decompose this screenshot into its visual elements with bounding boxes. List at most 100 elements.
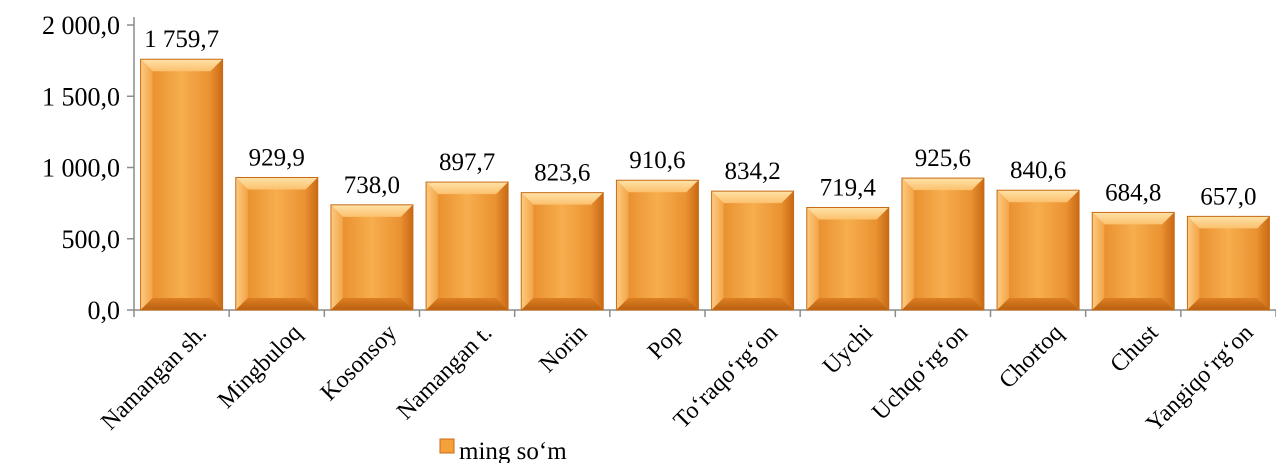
bar-bevel-top — [426, 182, 509, 195]
bar-bevel-bottom — [1092, 298, 1175, 310]
bar-face — [711, 191, 794, 310]
bar-bevel-bottom — [330, 298, 413, 310]
bar-bevel-bottom — [521, 298, 604, 310]
bar-bevel-top — [140, 59, 223, 72]
data-label: 929,9 — [249, 144, 305, 171]
data-label: 897,7 — [439, 149, 495, 176]
data-label: 738,0 — [344, 172, 400, 199]
legend: ming so‘m — [439, 438, 567, 463]
bar-face — [997, 190, 1080, 310]
bar-outline — [996, 189, 1080, 311]
bar-face — [521, 192, 604, 310]
x-tick-label: Chortoq — [994, 320, 1068, 394]
bar-face — [806, 207, 889, 310]
bar-bevel-right — [591, 192, 604, 310]
bar-outline — [1091, 211, 1175, 311]
bar — [1186, 215, 1270, 311]
bar-bevel-left — [997, 190, 1010, 310]
bar-outline — [235, 176, 319, 311]
bar-outline — [425, 181, 509, 311]
data-label: 840,6 — [1010, 157, 1066, 184]
bar-bevel-right — [400, 204, 413, 310]
bar-bevel-left — [1187, 216, 1200, 310]
bar — [1091, 211, 1175, 311]
data-label: 823,6 — [534, 160, 590, 187]
data-label: 910,6 — [629, 147, 685, 174]
bar-bevel-bottom — [997, 298, 1080, 310]
data-label: 719,4 — [820, 174, 877, 201]
bar-outline — [520, 192, 604, 311]
data-label: 657,0 — [1200, 183, 1256, 210]
bar-bevel-top — [235, 177, 318, 190]
data-label: 925,6 — [915, 145, 971, 172]
bar-face — [901, 178, 984, 310]
bar-bevel-right — [305, 177, 318, 310]
bar-bevel-right — [781, 191, 794, 310]
bar-bevel-bottom — [711, 298, 794, 310]
bar-bevel-top — [521, 192, 604, 205]
bar-outline — [615, 179, 699, 311]
bar-bevel-left — [901, 178, 914, 310]
bar-bevel-bottom — [235, 298, 318, 310]
bar-bevel-top — [1187, 216, 1270, 229]
y-tick-label: 0,0 — [88, 296, 121, 325]
legend-swatch — [439, 438, 455, 454]
bar-bevel-top — [997, 190, 1080, 203]
bar — [901, 177, 985, 311]
x-tick-label: Uychi — [818, 320, 878, 380]
data-labels: 1 759,7 929,9 738,0 897,7 823,6 910,6 834,2 719… — [144, 26, 1256, 210]
bar-bevel-left — [426, 182, 439, 310]
bar-bevel-right — [1067, 190, 1080, 310]
x-tick-label: Pop — [643, 320, 688, 365]
axes — [127, 17, 1276, 317]
bar-face — [616, 180, 699, 310]
bar-bevel-right — [496, 182, 509, 310]
bar-outline — [140, 58, 224, 311]
bar — [806, 206, 890, 311]
x-tick-label: Namangan sh. — [96, 320, 211, 435]
bar-outline — [806, 206, 890, 311]
bar-outline — [711, 190, 795, 311]
bars — [140, 58, 1270, 311]
bar-bevel-right — [686, 180, 699, 310]
data-label: 1 759,7 — [144, 26, 219, 53]
data-label: 834,2 — [724, 158, 780, 185]
bar-face — [426, 182, 509, 310]
x-tick-label: Uchqo‘rg‘on — [867, 320, 973, 426]
bar-bevel-left — [235, 177, 248, 310]
bar-outline — [330, 204, 414, 311]
bar — [711, 190, 795, 311]
bar-bevel-top — [806, 207, 889, 220]
bar-outline — [901, 177, 985, 311]
y-tick-label: 1 000,0 — [42, 154, 120, 183]
bar-bevel-top — [901, 178, 984, 191]
bar-bevel-left — [711, 191, 724, 310]
bar-bevel-top — [711, 191, 794, 204]
bar-face — [140, 59, 223, 310]
bar-bevel-right — [1257, 216, 1270, 310]
bar-bevel-top — [330, 204, 413, 217]
bar-face — [330, 204, 413, 310]
bar-face — [1092, 212, 1175, 310]
x-tick-label: Norin — [535, 320, 593, 378]
bar-outline — [1186, 215, 1270, 311]
x-tick-label: Chust — [1105, 320, 1163, 378]
bar — [140, 58, 224, 311]
bar — [425, 181, 509, 311]
y-tick-label: 1 500,0 — [42, 82, 120, 111]
y-tick-label: 2 000,0 — [42, 11, 120, 40]
bar-bevel-left — [1092, 212, 1105, 310]
bar-bevel-left — [616, 180, 629, 310]
bar — [615, 179, 699, 311]
bar-bevel-bottom — [901, 298, 984, 310]
bar-bevel-bottom — [616, 298, 699, 310]
x-tick-label: Mingbuloq — [213, 320, 307, 414]
data-label: 684,8 — [1105, 179, 1161, 206]
bar-bevel-top — [1092, 212, 1175, 225]
bar-face — [235, 177, 318, 310]
bar-bevel-bottom — [426, 298, 509, 310]
bar-bevel-left — [140, 59, 153, 310]
